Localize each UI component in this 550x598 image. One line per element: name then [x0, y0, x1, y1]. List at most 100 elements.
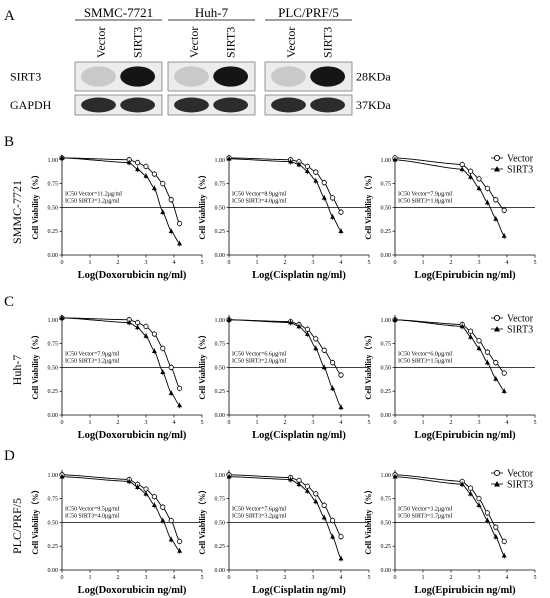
sirt3-fit-curve	[394, 476, 505, 556]
sirt3-point	[493, 216, 499, 221]
x-tick-label: 5	[368, 575, 371, 581]
x-tick-label: 2	[117, 260, 120, 266]
y-tick-label: 0.50	[215, 365, 226, 371]
vector-point	[135, 320, 141, 326]
ic50-annotation: IC50 SIRT3=3.2μg/ml	[65, 198, 120, 204]
y-tick-label: 0.50	[48, 205, 59, 211]
x-tick-label: 3	[478, 575, 481, 581]
sirt3-fit-curve	[394, 159, 505, 237]
sirt3-point	[160, 369, 166, 374]
dose-response-chart: 0 1 2 3 4 5 0.00 0.25 0.50 0.75 1.00 Cell Viability…	[30, 314, 204, 441]
vector-point	[493, 197, 499, 203]
sirt3-fit-curve	[61, 157, 180, 244]
legend-vector-label: Vector	[507, 154, 534, 165]
x-tick-label: 3	[145, 260, 148, 266]
y-tick-label: 1.00	[215, 318, 226, 324]
x-tick-label: 1	[89, 260, 92, 266]
sirt3-point	[313, 498, 319, 504]
sirt3-point	[338, 228, 344, 233]
sirt3-point	[168, 228, 174, 233]
blot-kda-label: 37KDa	[356, 98, 391, 112]
vector-point	[321, 180, 327, 186]
sirt3-point	[226, 474, 232, 479]
blot-band	[213, 66, 249, 87]
ic50-annotation: IC50 Vector=7.9μg/ml	[65, 351, 119, 357]
sirt3-point	[304, 331, 310, 336]
y-axis-label: Cell Viability（%）	[363, 170, 373, 239]
dose-response-chart: 0 1 2 3 4 5 0.00 0.25 0.50 0.75 1.00 Cell Viability…	[363, 315, 537, 441]
sirt3-point	[501, 553, 507, 558]
vector-point	[151, 331, 157, 337]
x-tick-label: 1	[256, 260, 259, 266]
y-tick-label: 0.00	[381, 253, 392, 259]
vector-point	[484, 510, 490, 516]
blot-lane-label: Vector	[187, 27, 201, 58]
x-tick-label: 4	[506, 420, 509, 426]
sirt3-point	[288, 159, 294, 164]
sirt3-fit-curve	[61, 476, 180, 552]
dose-response-chart: 0 1 2 3 4 5 0.00 0.25 0.50 0.75 1.00 Cell Viability…	[363, 470, 537, 596]
y-axis-label: Cell Viability（%）	[30, 330, 40, 399]
vector-point	[338, 209, 344, 215]
legend-sirt3-label: SIRT3	[507, 325, 533, 336]
vector-point	[501, 370, 507, 376]
vector-point	[329, 195, 336, 201]
sirt3-point	[501, 233, 507, 238]
vector-point	[304, 483, 310, 489]
vector-point	[484, 349, 490, 355]
x-tick-label: 5	[201, 260, 204, 266]
blot-band	[213, 97, 249, 113]
blot-band	[271, 66, 306, 87]
ic50-annotation: IC50 Vector=7.6μg/ml	[232, 506, 286, 512]
y-tick-label: 0.00	[215, 413, 226, 419]
sirt3-point	[296, 481, 302, 487]
legend-sirt3-marker	[494, 326, 500, 332]
sirt3-point	[484, 200, 490, 205]
x-tick-label: 5	[368, 420, 371, 426]
ic50-annotation: IC50 SIRT3=1.5μg/ml	[398, 358, 453, 364]
y-tick-label: 0.00	[215, 568, 226, 574]
x-tick-label: 4	[340, 575, 343, 581]
sirt3-point	[392, 474, 398, 479]
ic50-annotation: IC50 Vector=6.0μg/ml	[398, 351, 452, 357]
blot-group: Huh-7 Vector SIRT3	[167, 5, 256, 116]
vector-point	[143, 486, 149, 492]
vector-point	[143, 323, 149, 330]
legend-vector-marker	[493, 314, 501, 322]
vector-point	[304, 163, 310, 170]
legend-vector-marker	[493, 154, 501, 162]
blot-protein-label: SIRT3	[10, 70, 41, 84]
vector-point	[467, 328, 474, 334]
x-tick-label: 5	[368, 260, 371, 266]
vector-point	[476, 495, 482, 502]
sirt3-point	[126, 478, 132, 484]
vector-point	[321, 502, 327, 508]
y-tick-label: 0.25	[215, 389, 226, 395]
vector-point	[304, 326, 310, 332]
vector-fit-curve	[61, 474, 180, 542]
sirt3-point	[484, 517, 490, 523]
y-tick-label: 0.00	[381, 413, 392, 419]
y-tick-label: 0.75	[215, 497, 226, 503]
sirt3-point	[143, 333, 149, 338]
y-tick-label: 0.50	[381, 205, 392, 211]
sirt3-point	[160, 517, 166, 523]
vector-point	[313, 491, 319, 497]
sirt3-point	[468, 491, 474, 496]
blot-cell-line-title: Huh-7	[195, 5, 229, 20]
vector-point	[151, 171, 157, 177]
y-tick-label: 0.25	[48, 389, 59, 395]
sirt3-point	[288, 476, 294, 482]
sirt3-point	[226, 317, 232, 322]
y-tick-label: 0.00	[48, 413, 59, 419]
x-tick-label: 0	[394, 575, 397, 581]
blot-group: SMMC-7721 Vector SIRT3	[74, 5, 163, 116]
sirt3-point	[330, 534, 336, 539]
y-tick-label: 0.00	[48, 253, 59, 259]
vector-point	[321, 347, 327, 353]
sirt3-point	[59, 155, 65, 160]
sirt3-point	[135, 166, 141, 172]
vector-point	[329, 360, 336, 366]
ic50-annotation: IC50 SIRT3=3.2μg/ml	[232, 513, 287, 519]
dose-response-chart: 0 1 2 3 4 5 0.00 0.25 0.50 0.75 1.00 Cell Viability…	[30, 470, 204, 596]
